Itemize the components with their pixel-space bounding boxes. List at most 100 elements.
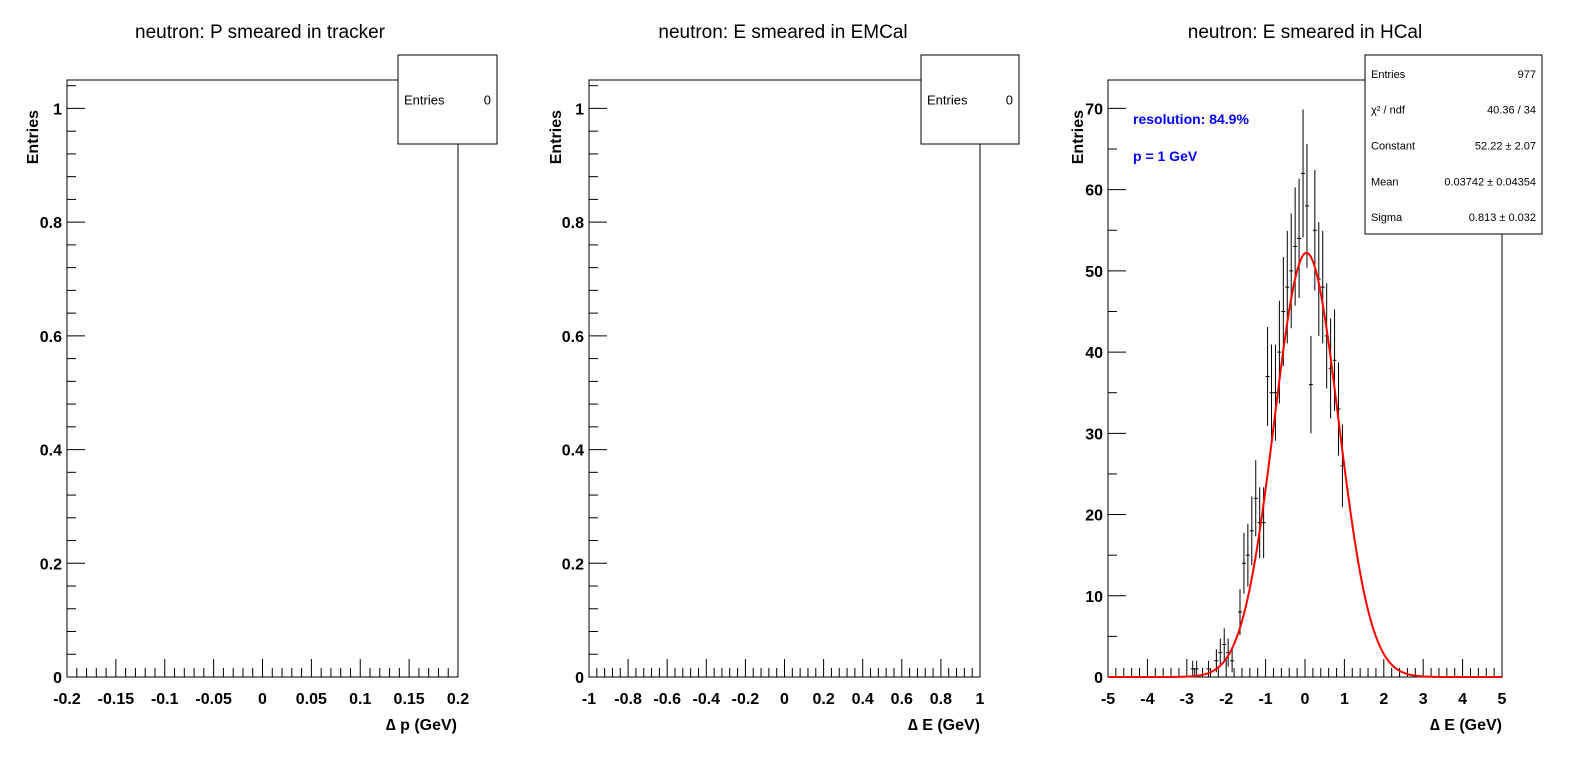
y-axis-label: Entries bbox=[548, 110, 565, 164]
data-point bbox=[1190, 660, 1195, 677]
stats-box: Entries 977 χ² / ndf 40.36 / 34 Constant 52.2… bbox=[1364, 54, 1543, 235]
annotation-text: p = 1 GeV bbox=[1133, 148, 1198, 164]
x-tick-label: 1 bbox=[976, 691, 985, 708]
x-axis-label: ∆ p (GeV) bbox=[386, 717, 457, 734]
y-tick-label: 30 bbox=[1085, 426, 1103, 443]
data-point bbox=[1308, 335, 1313, 434]
stats-label: Sigma bbox=[1371, 212, 1403, 224]
x-tick-label: -1 bbox=[582, 691, 596, 708]
stats-box-frame bbox=[397, 54, 498, 145]
x-axis-label: ∆ E (GeV) bbox=[908, 717, 980, 734]
stats-label: Entries bbox=[927, 93, 968, 108]
x-tick-label: 3 bbox=[1419, 691, 1428, 708]
x-tick-label: 5 bbox=[1498, 691, 1507, 708]
plot-frame bbox=[588, 79, 981, 678]
x-tick-label: 0.15 bbox=[394, 691, 425, 708]
y-axis-label: Entries bbox=[25, 110, 42, 164]
data-point bbox=[1218, 638, 1223, 667]
stats-box-frame bbox=[1364, 54, 1543, 235]
y-tick-label: 0.6 bbox=[562, 329, 584, 346]
x-tick-label: 2 bbox=[1379, 691, 1388, 708]
x-tick-label: 4 bbox=[1458, 691, 1467, 708]
stats-label: Entries bbox=[1371, 69, 1406, 81]
y-tick-label: 0 bbox=[1094, 670, 1103, 687]
data-point bbox=[1289, 213, 1294, 329]
y-tick-label: 0.6 bbox=[40, 329, 62, 346]
y-axis-label: Entries bbox=[1070, 110, 1087, 164]
data-point bbox=[1253, 460, 1258, 537]
x-tick-label: -1 bbox=[1258, 691, 1272, 708]
data-point bbox=[1241, 532, 1246, 594]
x-tick-label: 0.8 bbox=[930, 691, 952, 708]
panel-3: neutron: E smeared in HCal -5 -4 -3 -2 -1 0 1 2 3… bbox=[1070, 22, 1543, 734]
y-tick-label: 0.2 bbox=[40, 556, 62, 573]
x-tick-label: -0.05 bbox=[195, 691, 232, 708]
y-tick-label: 0.4 bbox=[562, 443, 584, 460]
x-tick-label: 0 bbox=[780, 691, 789, 708]
stats-value: 977 bbox=[1518, 69, 1536, 81]
x-tick-label: -4 bbox=[1140, 691, 1154, 708]
data-point bbox=[1297, 178, 1302, 299]
chart-title: neutron: P smeared in tracker bbox=[135, 22, 386, 43]
gaussian-fit-curve bbox=[1108, 251, 1502, 678]
plot-frame bbox=[66, 79, 459, 678]
y-tick-label: 0 bbox=[53, 670, 62, 687]
x-tick-label: -0.8 bbox=[614, 691, 642, 708]
data-point bbox=[1206, 660, 1211, 677]
x-tick-label: -0.2 bbox=[732, 691, 760, 708]
stats-box: Entries 0 bbox=[397, 54, 498, 145]
chart-title: neutron: E smeared in HCal bbox=[1188, 22, 1422, 43]
x-tick-label: 0.2 bbox=[447, 691, 469, 708]
x-tick-label: 0 bbox=[1301, 691, 1310, 708]
x-axis-label: ∆ E (GeV) bbox=[1430, 717, 1502, 734]
x-tick-label: 1 bbox=[1340, 691, 1349, 708]
data-point bbox=[1301, 109, 1305, 238]
data-point bbox=[1265, 327, 1270, 426]
stats-value: 0 bbox=[1006, 93, 1013, 108]
y-tick-label: 1 bbox=[575, 101, 584, 118]
stats-value: 0.813 ± 0.032 bbox=[1469, 212, 1536, 224]
x-tick-label: 0.05 bbox=[296, 691, 327, 708]
x-tick-label: 0.4 bbox=[852, 691, 874, 708]
y-tick-label: 10 bbox=[1085, 589, 1103, 606]
chart-title: neutron: E smeared in EMCal bbox=[658, 22, 907, 43]
stats-value: 0 bbox=[484, 93, 491, 108]
x-tick-label: -2 bbox=[1219, 691, 1233, 708]
data-point bbox=[1194, 660, 1199, 677]
data-point bbox=[1305, 144, 1309, 268]
data-point bbox=[1320, 230, 1325, 344]
stats-value: 0.03742 ± 0.04354 bbox=[1444, 176, 1536, 188]
y-tick-label: 40 bbox=[1085, 345, 1103, 362]
data-point bbox=[1245, 523, 1250, 587]
y-tick-label: 60 bbox=[1085, 183, 1103, 200]
y-tick-label: 20 bbox=[1085, 508, 1103, 525]
x-tick-label: -0.6 bbox=[653, 691, 681, 708]
panel-2: neutron: E smeared in EMCal -1 -0.8 -0.6 -0.… bbox=[548, 22, 1020, 734]
panel-1: neutron: P smeared in tracker -0.2 -0.15 -0… bbox=[25, 22, 498, 734]
annotation-text: resolution: 84.9% bbox=[1133, 111, 1249, 127]
data-point bbox=[1249, 496, 1254, 566]
y-tick-label: 0.2 bbox=[562, 556, 584, 573]
y-tick-label: 70 bbox=[1085, 101, 1103, 118]
y-tick-label: 50 bbox=[1085, 264, 1103, 281]
data-point bbox=[1222, 628, 1227, 661]
y-tick-label: 0 bbox=[575, 670, 584, 687]
x-tick-label: 0.6 bbox=[891, 691, 913, 708]
stats-value: 40.36 / 34 bbox=[1487, 105, 1536, 117]
x-tick-label: 0.1 bbox=[349, 691, 371, 708]
stats-label: Mean bbox=[1371, 176, 1399, 188]
stats-value: 52.22 ± 2.07 bbox=[1475, 141, 1536, 153]
stats-label: Entries bbox=[404, 93, 445, 108]
x-tick-label: -0.15 bbox=[98, 691, 135, 708]
x-tick-label: 0.2 bbox=[812, 691, 834, 708]
stats-box-frame bbox=[920, 54, 1020, 145]
x-tick-label: -5 bbox=[1101, 691, 1115, 708]
stats-label: Constant bbox=[1371, 141, 1415, 153]
data-point bbox=[1230, 649, 1235, 673]
y-tick-label: 0.4 bbox=[40, 443, 62, 460]
stats-label: χ² / ndf bbox=[1371, 105, 1406, 117]
x-tick-label: -0.1 bbox=[151, 691, 179, 708]
x-tick-label: -3 bbox=[1180, 691, 1194, 708]
y-tick-label: 1 bbox=[53, 101, 62, 118]
